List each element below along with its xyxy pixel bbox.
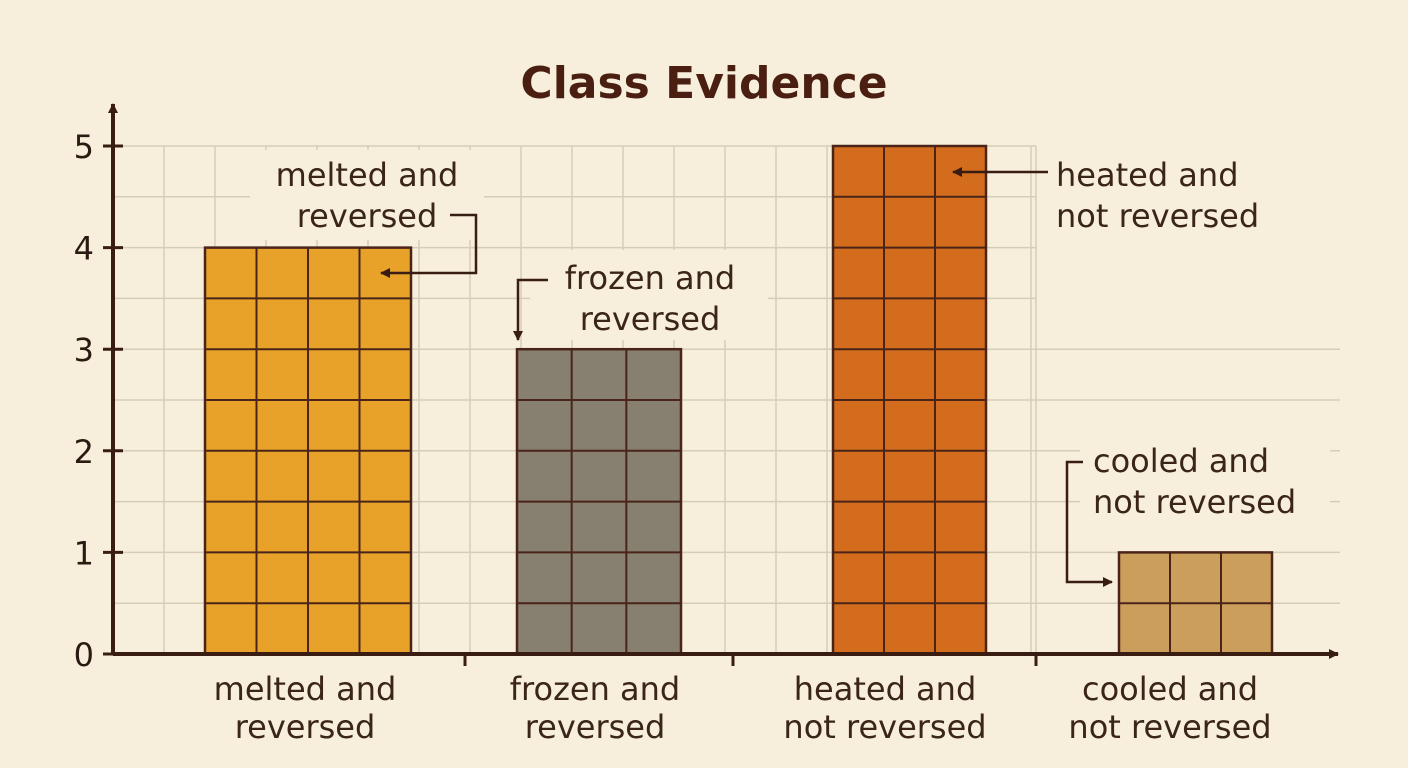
data-label-background	[530, 250, 768, 340]
y-tick-label: 1	[74, 534, 94, 572]
data-label-background	[1080, 435, 1330, 525]
data-label-background	[1040, 150, 1290, 240]
x-tick-label: cooled and not reversed	[1068, 670, 1271, 746]
annotation-arrow	[1065, 460, 1113, 587]
labels: melted and reversed frozen and reversed heat…	[214, 150, 1330, 746]
bars	[203, 144, 1274, 656]
x-tick-label: frozen and reversed	[510, 670, 680, 746]
data-label: melted and reversed	[276, 156, 459, 235]
annotation-arrow	[380, 213, 478, 278]
chart-title: Class Evidence	[520, 58, 887, 109]
data-label-background	[250, 150, 484, 240]
axes: 0 1 2 3 4 5	[74, 103, 1339, 674]
data-label: cooled and not reversed	[1093, 442, 1296, 521]
y-tick-label: 2	[74, 433, 94, 471]
annotation-arrow	[513, 278, 548, 341]
x-tick-label: heated and not reversed	[783, 670, 986, 746]
y-tick-label: 0	[74, 636, 94, 674]
data-label: frozen and reversed	[565, 259, 735, 338]
y-tick-label: 5	[74, 128, 94, 166]
x-tick-label: melted and reversed	[214, 670, 397, 746]
y-tick-label: 4	[74, 230, 94, 268]
data-label: heated and not reversed	[1056, 156, 1259, 235]
y-tick-label: 3	[74, 331, 94, 369]
